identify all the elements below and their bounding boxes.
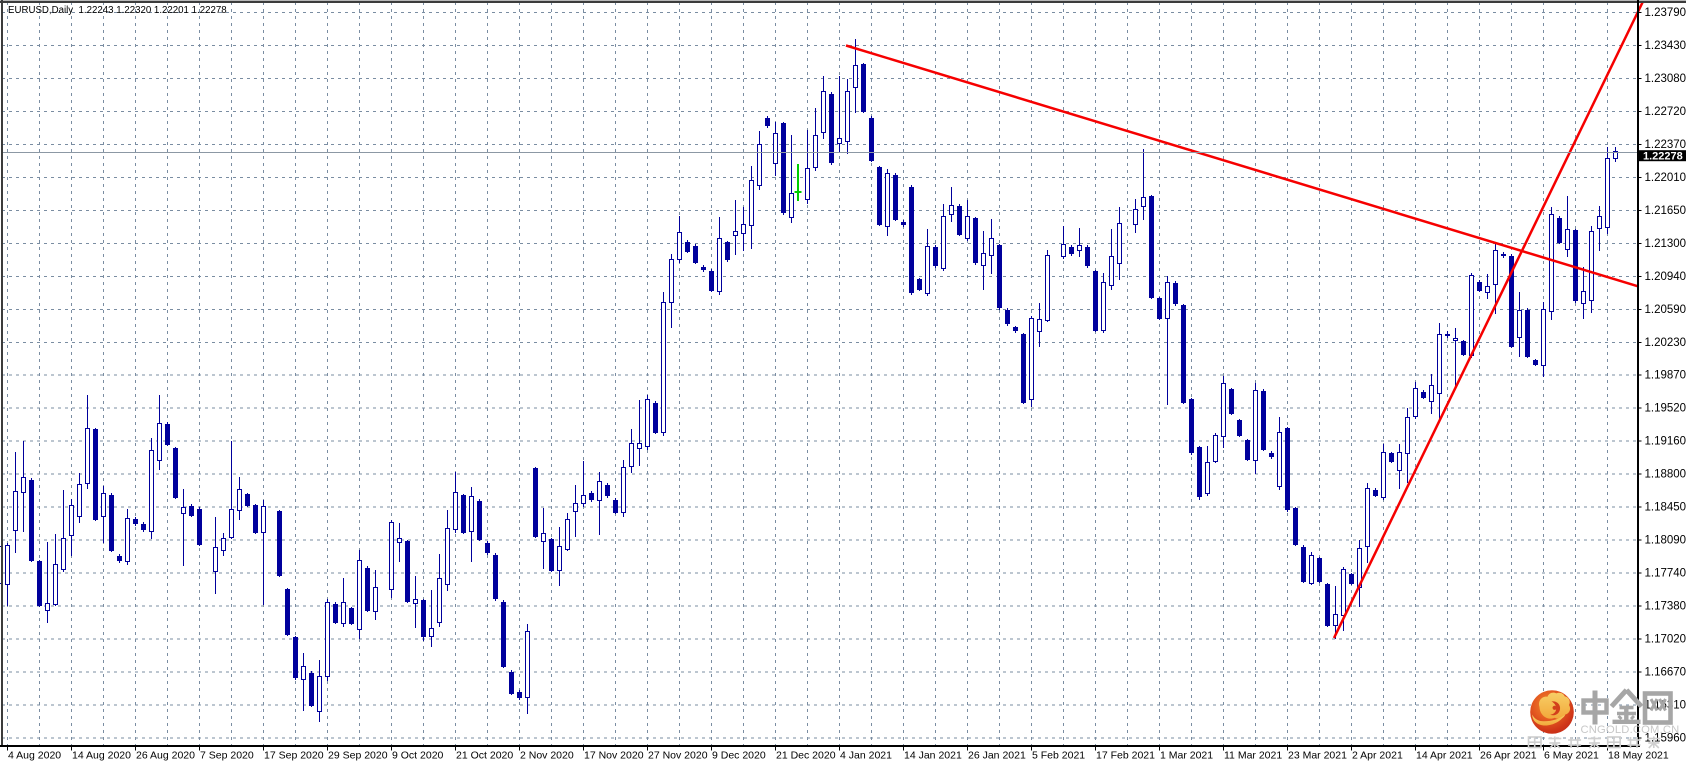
svg-text:4 Aug 2020: 4 Aug 2020 [8, 750, 61, 762]
svg-text:9 Dec 2020: 9 Dec 2020 [712, 750, 766, 762]
svg-text:14 Aug 2020: 14 Aug 2020 [72, 750, 131, 762]
svg-text:7 Sep 2020: 7 Sep 2020 [200, 750, 254, 762]
svg-text:1.18800: 1.18800 [1645, 469, 1686, 481]
svg-text:1.22720: 1.22720 [1645, 106, 1686, 118]
svg-text:17 Nov 2020: 17 Nov 2020 [584, 750, 644, 762]
svg-text:1.17740: 1.17740 [1645, 568, 1686, 580]
svg-text:26 Aug 2020: 26 Aug 2020 [136, 750, 195, 762]
svg-text:CNGOLD.COM.CN: CNGOLD.COM.CN [1581, 724, 1680, 736]
svg-text:26 Jan 2021: 26 Jan 2021 [968, 750, 1026, 762]
svg-text:5 Feb 2021: 5 Feb 2021 [1032, 750, 1085, 762]
svg-text:14 Apr 2021: 14 Apr 2021 [1416, 750, 1473, 762]
svg-text:1.22010: 1.22010 [1645, 172, 1686, 184]
svg-text:21 Oct 2020: 21 Oct 2020 [456, 750, 513, 762]
svg-text:2 Apr 2021: 2 Apr 2021 [1352, 750, 1403, 762]
svg-text:14 Jan 2021: 14 Jan 2021 [904, 750, 962, 762]
svg-text:9 Oct 2020: 9 Oct 2020 [392, 750, 444, 762]
svg-text:1.23790: 1.23790 [1645, 7, 1686, 19]
svg-text:1 Mar 2021: 1 Mar 2021 [1160, 750, 1213, 762]
svg-text:1.22370: 1.22370 [1645, 139, 1686, 151]
svg-text:1.22278: 1.22278 [1643, 151, 1683, 163]
svg-text:1.18090: 1.18090 [1645, 535, 1686, 547]
svg-text:17 Sep 2020: 17 Sep 2020 [264, 750, 324, 762]
svg-text:1.18450: 1.18450 [1645, 502, 1686, 514]
svg-text:29 Sep 2020: 29 Sep 2020 [328, 750, 388, 762]
svg-text:2 Nov 2020: 2 Nov 2020 [520, 750, 574, 762]
svg-text:18 May 2021: 18 May 2021 [1608, 750, 1669, 762]
svg-text:1.19160: 1.19160 [1645, 436, 1686, 448]
svg-text:26 Apr 2021: 26 Apr 2021 [1480, 750, 1537, 762]
svg-text:1.20590: 1.20590 [1645, 304, 1686, 316]
svg-text:1.19870: 1.19870 [1645, 370, 1686, 382]
svg-text:EURUSD,Daily 1.22243 1.22320: EURUSD,Daily 1.22243 1.22320 1.22201 1.2… [8, 5, 227, 16]
svg-text:1.17380: 1.17380 [1645, 601, 1686, 613]
svg-text:6 May 2021: 6 May 2021 [1544, 750, 1599, 762]
svg-text:1.19520: 1.19520 [1645, 403, 1686, 415]
svg-text:1.16670: 1.16670 [1645, 667, 1686, 679]
svg-text:1.17020: 1.17020 [1645, 634, 1686, 646]
svg-text:27 Nov 2020: 27 Nov 2020 [648, 750, 708, 762]
svg-text:17 Feb 2021: 17 Feb 2021 [1096, 750, 1155, 762]
svg-text:11 Mar 2021: 11 Mar 2021 [1224, 750, 1282, 762]
svg-text:1.23080: 1.23080 [1645, 73, 1686, 85]
svg-text:23 Mar 2021: 23 Mar 2021 [1288, 750, 1347, 762]
svg-text:4 Jan 2021: 4 Jan 2021 [840, 750, 892, 762]
svg-text:1.20230: 1.20230 [1645, 337, 1686, 349]
svg-text:1.21300: 1.21300 [1645, 238, 1686, 250]
svg-text:1.23430: 1.23430 [1645, 40, 1686, 52]
svg-text:1.21650: 1.21650 [1645, 205, 1686, 217]
svg-text:21 Dec 2020: 21 Dec 2020 [776, 750, 836, 762]
svg-text:1.20940: 1.20940 [1645, 271, 1686, 283]
